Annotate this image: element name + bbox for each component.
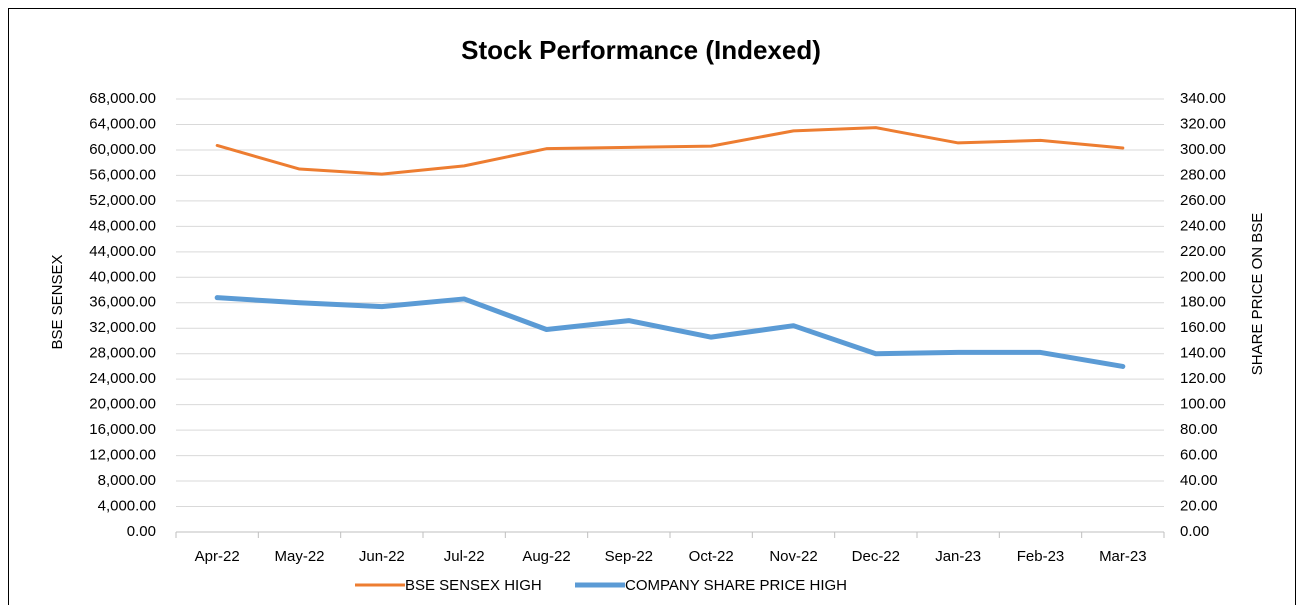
y-tick-label: 32,000.00: [89, 319, 156, 336]
y-tick-label: 8,000.00: [98, 472, 156, 489]
y-tick-label: 40,000.00: [89, 268, 156, 285]
x-tick-label: Jan-23: [935, 548, 981, 565]
y2-tick-label: 200.00: [1180, 268, 1226, 285]
y-tick-label: 16,000.00: [89, 421, 156, 438]
series-line: [215, 126, 1125, 176]
y-tick-label: 44,000.00: [89, 243, 156, 260]
y-tick-label: 0.00: [127, 523, 156, 540]
y2-tick-label: 60.00: [1180, 447, 1218, 464]
chart-title: Stock Performance (Indexed): [461, 35, 821, 65]
y2-tick-label: 0.00: [1180, 523, 1209, 540]
y2-tick-label: 160.00: [1180, 319, 1226, 336]
y2-tick-label: 240.00: [1180, 217, 1226, 234]
y2-tick-label: 180.00: [1180, 294, 1226, 311]
x-tick-label: Apr-22: [195, 548, 240, 565]
y2-tick-label: 300.00: [1180, 141, 1226, 158]
x-tick-label: Oct-22: [689, 548, 734, 565]
y-tick-label: 60,000.00: [89, 141, 156, 158]
x-tick-label: Nov-22: [769, 548, 817, 565]
y-tick-label: 36,000.00: [89, 294, 156, 311]
y-tick-label: 56,000.00: [89, 166, 156, 183]
x-tick-label: May-22: [274, 548, 324, 565]
x-tick-label: Feb-23: [1017, 548, 1065, 565]
y2-tick-label: 100.00: [1180, 396, 1226, 413]
y2-tick-label: 20.00: [1180, 497, 1218, 514]
y-tick-label: 52,000.00: [89, 192, 156, 209]
y-axis-label: BSE SENSEX: [49, 254, 66, 349]
y2-tick-label: 340.00: [1180, 90, 1226, 107]
x-tick-label: Aug-22: [522, 548, 570, 565]
y2-tick-label: 260.00: [1180, 192, 1226, 209]
y-tick-label: 64,000.00: [89, 115, 156, 132]
y2-tick-label: 320.00: [1180, 115, 1226, 132]
y-tick-label: 12,000.00: [89, 447, 156, 464]
y-tick-label: 20,000.00: [89, 396, 156, 413]
y-tick-label: 68,000.00: [89, 90, 156, 107]
y2-axis-label: SHARE PRICE ON BSE: [1249, 213, 1266, 376]
y-tick-label: 4,000.00: [98, 497, 156, 514]
x-tick-label: Jun-22: [359, 548, 405, 565]
y2-tick-label: 220.00: [1180, 243, 1226, 260]
x-tick-label: Dec-22: [852, 548, 900, 565]
y2-tick-label: 140.00: [1180, 345, 1226, 362]
y-tick-label: 28,000.00: [89, 345, 156, 362]
y2-tick-label: 80.00: [1180, 421, 1218, 438]
x-tick-label: Mar-23: [1099, 548, 1147, 565]
y-tick-label: 48,000.00: [89, 217, 156, 234]
y2-tick-label: 280.00: [1180, 166, 1226, 183]
y2-tick-label: 120.00: [1180, 370, 1226, 387]
y2-tick-label: 40.00: [1180, 472, 1218, 489]
y-tick-label: 24,000.00: [89, 370, 156, 387]
x-tick-label: Sep-22: [605, 548, 653, 565]
legend-label: COMPANY SHARE PRICE HIGH: [625, 577, 847, 594]
series-line: [214, 295, 1126, 369]
legend-label: BSE SENSEX HIGH: [405, 577, 542, 594]
chart-frame: [8, 8, 1296, 605]
x-tick-label: Jul-22: [444, 548, 485, 565]
